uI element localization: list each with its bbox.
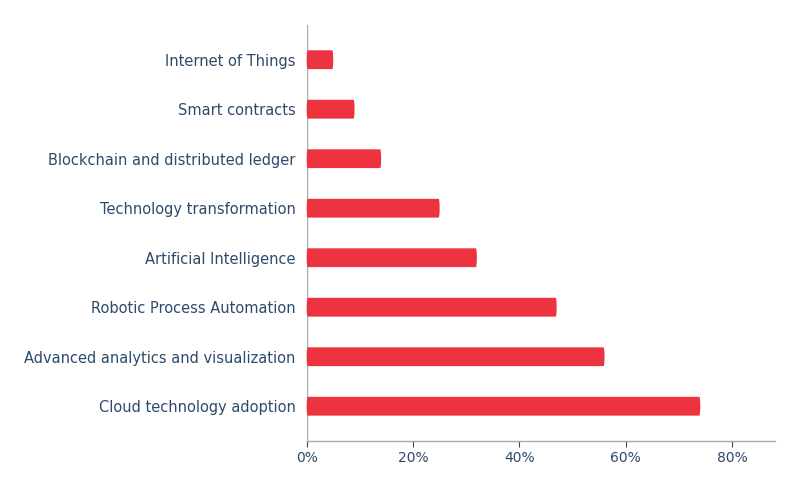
FancyBboxPatch shape: [307, 199, 440, 217]
FancyBboxPatch shape: [307, 347, 604, 366]
FancyBboxPatch shape: [307, 50, 333, 69]
FancyBboxPatch shape: [307, 100, 354, 119]
FancyBboxPatch shape: [307, 248, 477, 267]
FancyBboxPatch shape: [307, 298, 557, 317]
FancyBboxPatch shape: [307, 397, 700, 416]
FancyBboxPatch shape: [307, 149, 381, 168]
